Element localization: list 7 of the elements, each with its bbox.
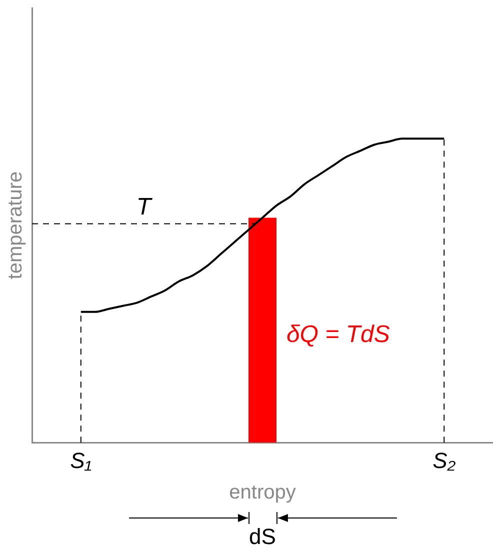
x-tick-label: S₁ bbox=[70, 448, 92, 473]
x-tick-label: S₂ bbox=[432, 448, 456, 473]
x-axis-title: entropy bbox=[229, 482, 296, 504]
ref-line-label: T bbox=[136, 193, 154, 220]
text: dS bbox=[248, 524, 277, 550]
y-axis-title: temperature bbox=[4, 171, 27, 280]
annotation: δQ = TdS bbox=[286, 320, 390, 348]
